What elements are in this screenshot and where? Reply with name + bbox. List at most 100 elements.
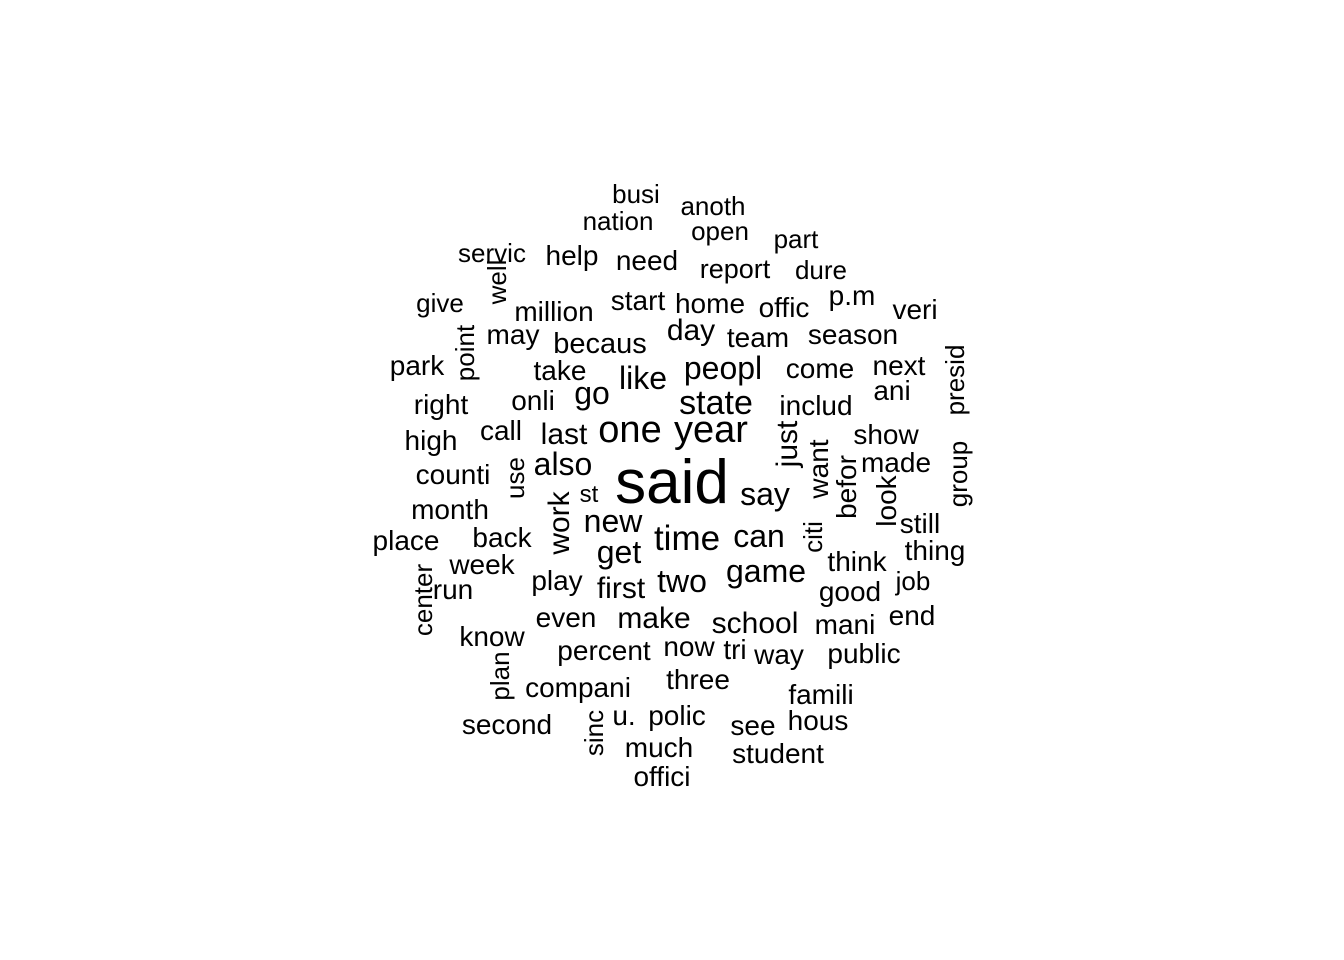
cloud-word: anoth <box>680 191 745 221</box>
cloud-word: busi <box>612 179 660 209</box>
cloud-word: job <box>895 566 931 596</box>
cloud-word: much <box>625 732 693 763</box>
cloud-word: polic <box>648 700 706 731</box>
cloud-word: thing <box>905 535 966 566</box>
cloud-word: includ <box>779 390 852 421</box>
cloud-word: home <box>675 288 745 319</box>
cloud-word: start <box>611 285 666 316</box>
cloud-word: counti <box>416 459 491 490</box>
cloud-word: still <box>900 508 940 539</box>
cloud-word: may <box>487 319 540 350</box>
cloud-word: part <box>774 224 820 254</box>
cloud-word: know <box>459 621 525 652</box>
cloud-word: two <box>657 563 707 599</box>
cloud-word: run <box>433 574 473 605</box>
cloud-word: first <box>597 572 646 605</box>
cloud-word: get <box>597 534 642 570</box>
cloud-word: use <box>500 457 530 499</box>
cloud-word: said <box>615 448 729 517</box>
cloud-word: say <box>740 476 790 512</box>
cloud-word: new <box>584 503 644 539</box>
cloud-word: week <box>448 549 515 580</box>
cloud-word: last <box>541 418 588 451</box>
cloud-word: back <box>472 522 532 553</box>
cloud-word: dure <box>795 255 847 285</box>
cloud-word: peopl <box>684 350 762 386</box>
cloud-word: show <box>853 419 919 450</box>
cloud-word: see <box>730 710 775 741</box>
cloud-word: well <box>482 260 512 306</box>
cloud-word: right <box>414 389 469 420</box>
cloud-word: high <box>405 425 458 456</box>
cloud-word: open <box>691 216 749 246</box>
cloud-word: sinc <box>579 710 609 756</box>
cloud-word: make <box>617 602 690 635</box>
cloud-word: game <box>726 553 806 589</box>
cloud-word: tri <box>723 634 746 665</box>
cloud-word: want <box>803 439 834 499</box>
cloud-word: play <box>531 565 582 596</box>
cloud-word: famili <box>788 679 853 710</box>
cloud-word: place <box>373 525 440 556</box>
cloud-word: u. <box>612 700 635 731</box>
cloud-word: becaus <box>553 328 647 360</box>
cloud-word: take <box>534 355 587 386</box>
cloud-word: even <box>536 602 597 633</box>
cloud-word: come <box>786 353 854 384</box>
cloud-word: citi <box>798 521 828 553</box>
cloud-word: team <box>727 322 789 353</box>
cloud-word: group <box>943 441 973 508</box>
cloud-word: three <box>666 664 730 695</box>
cloud-word: think <box>827 546 887 577</box>
cloud-word: student <box>732 738 824 769</box>
cloud-word: offici <box>633 761 690 792</box>
cloud-word: look <box>871 474 902 526</box>
cloud-word: go <box>574 375 610 411</box>
cloud-word: servic <box>458 238 526 268</box>
cloud-word: also <box>534 446 593 482</box>
cloud-word: public <box>827 638 900 669</box>
cloud-word: now <box>663 631 715 662</box>
cloud-word: mani <box>815 609 876 640</box>
cloud-word: month <box>411 494 489 525</box>
cloud-word: compani <box>525 672 631 703</box>
cloud-word: need <box>616 245 678 276</box>
cloud-word: time <box>654 519 720 558</box>
cloud-word: million <box>514 296 593 327</box>
cloud-word: park <box>390 350 445 381</box>
cloud-word: just <box>771 420 804 468</box>
cloud-word: presid <box>940 345 970 416</box>
cloud-word: like <box>619 360 667 396</box>
cloud-word: percent <box>557 635 651 666</box>
cloud-word: point <box>450 324 480 381</box>
cloud-word: plan <box>485 651 515 700</box>
cloud-word: can <box>733 518 785 554</box>
cloud-word: nation <box>583 206 654 236</box>
cloud-word: year <box>674 409 748 451</box>
cloud-word: one <box>598 409 661 451</box>
cloud-word: center <box>408 564 438 637</box>
cloud-word: end <box>889 600 936 631</box>
cloud-word: p.m <box>829 280 876 311</box>
cloud-word: second <box>462 709 552 740</box>
cloud-word: ani <box>873 375 910 406</box>
cloud-word: hous <box>788 705 849 736</box>
cloud-word: state <box>679 384 753 422</box>
cloud-word: give <box>416 288 464 318</box>
cloud-word: next <box>873 350 926 381</box>
cloud-word: help <box>546 240 599 271</box>
cloud-word: st <box>580 481 599 508</box>
cloud-word: onli <box>511 385 555 416</box>
cloud-word: offic <box>759 292 810 323</box>
cloud-word: good <box>819 576 881 607</box>
cloud-word: work <box>543 490 576 555</box>
cloud-word: made <box>861 447 931 478</box>
cloud-word: veri <box>892 294 937 325</box>
cloud-word: call <box>480 415 522 446</box>
cloud-word: school <box>712 607 799 640</box>
cloud-word: befor <box>831 455 862 519</box>
cloud-word: day <box>667 314 715 347</box>
cloud-word: way <box>753 639 804 670</box>
cloud-word: report <box>700 254 771 284</box>
